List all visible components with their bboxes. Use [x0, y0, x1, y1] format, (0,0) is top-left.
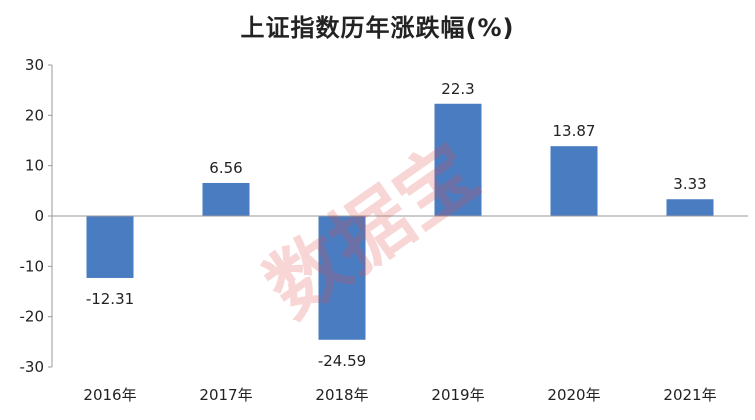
- data-labels: -12.31 6.56 -24.59 22.3 13.87 3.33: [86, 80, 707, 370]
- chart-title: 上证指数历年涨跌幅(%): [240, 14, 515, 42]
- x-tick-label: 2018年: [315, 386, 368, 404]
- y-tick-label: -10: [20, 257, 45, 275]
- bars: [86, 103, 714, 340]
- y-tick-label: 30: [25, 56, 44, 74]
- x-tick-label: 2019年: [431, 386, 484, 404]
- data-label: 3.33: [673, 175, 706, 193]
- y-tick-label: 10: [25, 157, 44, 175]
- bar: [202, 182, 250, 216]
- y-tick-label: -30: [20, 358, 45, 376]
- data-label: -24.59: [318, 352, 366, 370]
- bar: [318, 216, 366, 340]
- bar: [666, 199, 714, 216]
- y-tick-label: 0: [34, 207, 44, 225]
- bar: [434, 103, 482, 216]
- bar: [550, 146, 598, 216]
- x-tick-label: 2017年: [199, 386, 252, 404]
- watermark-text: 数据宝: [251, 127, 494, 335]
- x-tick-label: 2021年: [663, 386, 716, 404]
- x-axis: 2016年 2017年 2018年 2019年 2020年 2021年: [52, 215, 748, 404]
- x-tick-label: 2020年: [547, 386, 600, 404]
- y-tick-label: -20: [20, 308, 45, 326]
- data-label: 13.87: [553, 122, 596, 140]
- y-axis: 30 20 10 0 -10 -20 -30: [20, 56, 53, 376]
- bar: [86, 216, 134, 278]
- x-tick-label: 2016年: [83, 386, 136, 404]
- data-label: 6.56: [209, 159, 242, 177]
- data-label: -12.31: [86, 290, 134, 308]
- y-tick-label: 20: [25, 106, 44, 124]
- data-label: 22.3: [441, 80, 474, 98]
